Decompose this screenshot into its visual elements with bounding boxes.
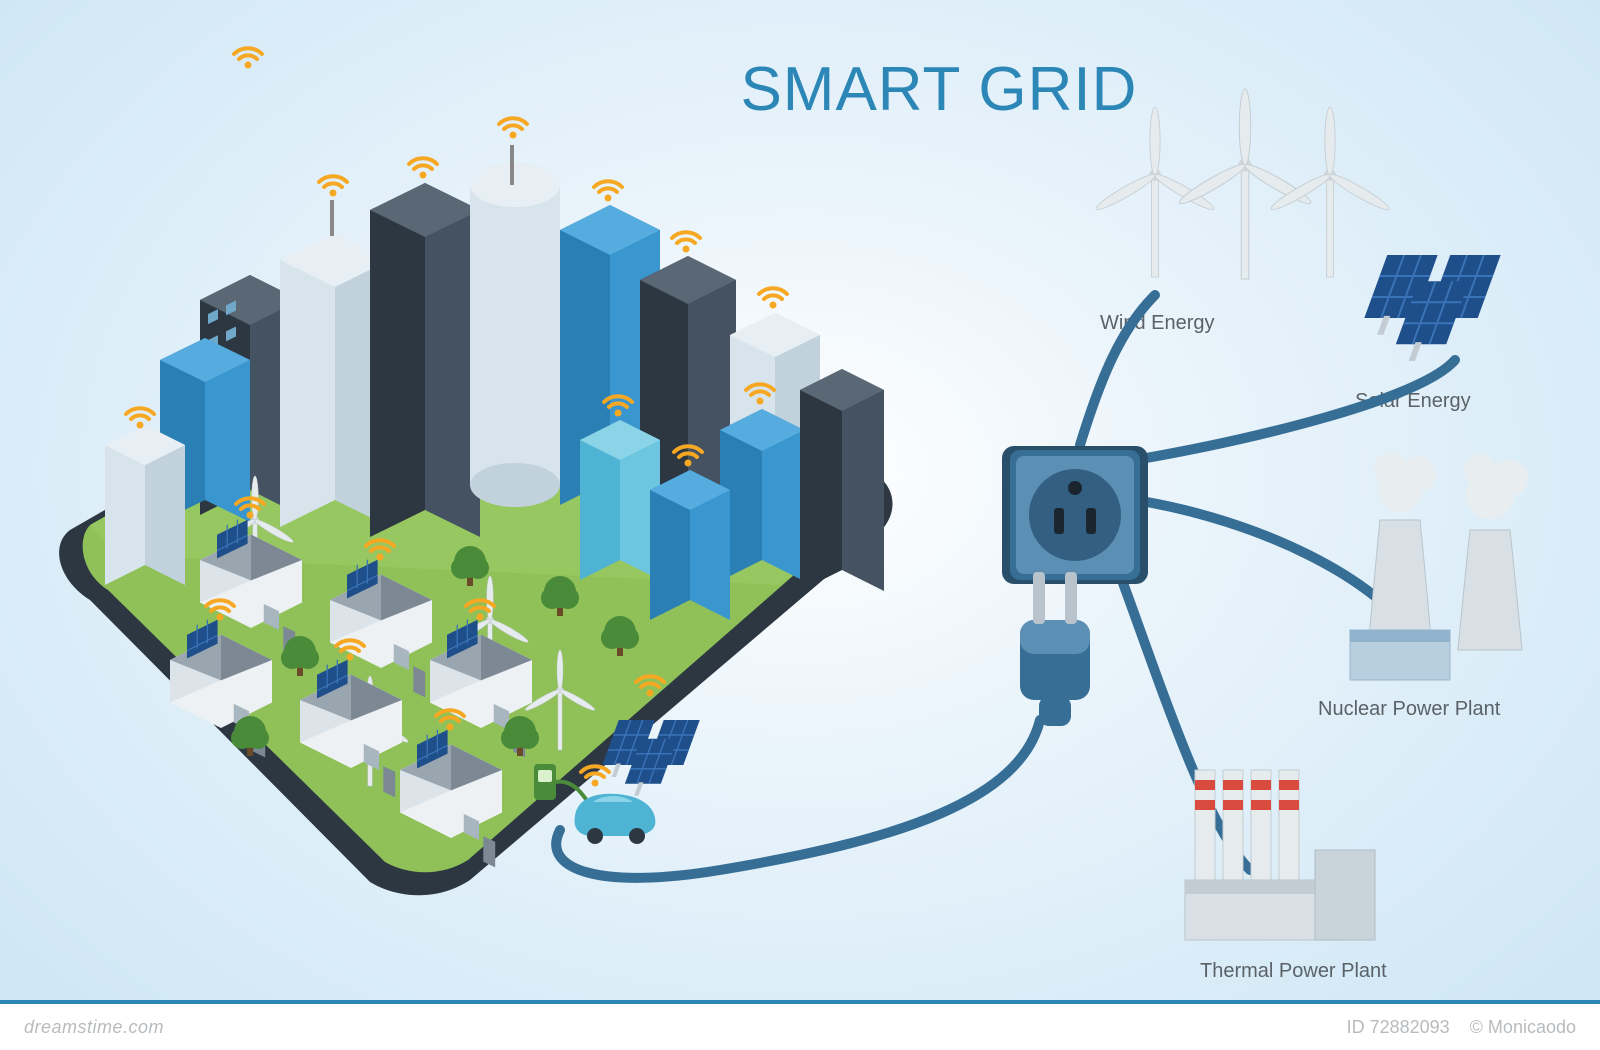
cable-solar [1135,360,1455,460]
solar-panels-icon [1364,255,1500,361]
thermal-plant-icon [1185,770,1375,940]
power-socket-icon [1002,446,1148,584]
smart-city-icon [59,48,892,895]
wind-turbines-icon [1094,89,1392,279]
infographic-canvas: SMART GRID Wind Energy Solar Energy Nucl… [0,0,1600,1050]
cable-wind [1080,295,1155,445]
credits-bar: dreamstime.com ID 72882093 © Monicaodo [0,1000,1600,1050]
power-plug-icon [1020,572,1090,726]
credits-host: dreamstime.com [24,1017,1347,1038]
credits-id: ID 72882093 [1347,1017,1450,1037]
nuclear-plant-icon [1350,452,1528,680]
scene-svg [0,0,1600,1050]
credits-author: © Monicaodo [1470,1017,1576,1037]
